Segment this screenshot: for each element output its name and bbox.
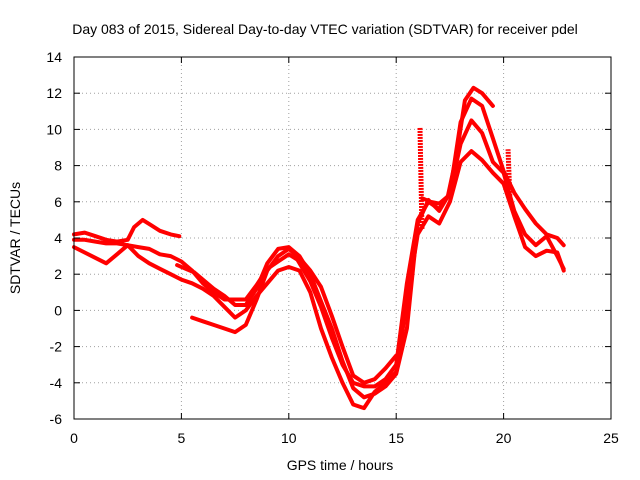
plot-frame <box>73 56 612 420</box>
y-tick-label: 12 <box>46 85 62 101</box>
spike-0 <box>417 127 425 229</box>
x-tick-label: 20 <box>496 430 512 446</box>
y-tick-label: -4 <box>50 375 63 391</box>
y-tick-label: 4 <box>54 230 62 246</box>
y-tick-label: 0 <box>54 302 62 318</box>
series-line-d <box>175 96 566 400</box>
y-axis-label: SDTVAR / TECUs <box>7 182 23 294</box>
series-group <box>72 85 566 411</box>
x-tick-label: 5 <box>178 430 186 446</box>
series-line-f <box>420 85 495 206</box>
y-tick-label: -6 <box>50 411 63 427</box>
y-tick-label: -2 <box>50 339 63 355</box>
x-tick-label: 0 <box>70 430 78 446</box>
series-line-c <box>72 149 566 411</box>
series-line-a <box>72 217 182 244</box>
y-tick-label: 2 <box>54 266 62 282</box>
x-tick-label: 15 <box>388 430 404 446</box>
tick-labels: 0 5 10 15 20 25 -6 -4 -2 0 2 4 6 8 10 12 14 <box>46 49 619 446</box>
x-tick-label: 25 <box>603 430 619 446</box>
chart-title: Day 083 of 2015, Sidereal Day-to-day VTE… <box>72 21 578 37</box>
y-tick-label: 10 <box>46 121 62 137</box>
y-tick-label: 8 <box>54 158 62 174</box>
y-tick-label: 14 <box>46 49 62 65</box>
x-tick-label: 10 <box>281 430 297 446</box>
y-tick-label: 6 <box>54 194 62 210</box>
spike-1 <box>505 149 513 202</box>
series-line-e <box>190 246 399 385</box>
x-axis-label: GPS time / hours <box>287 457 394 473</box>
